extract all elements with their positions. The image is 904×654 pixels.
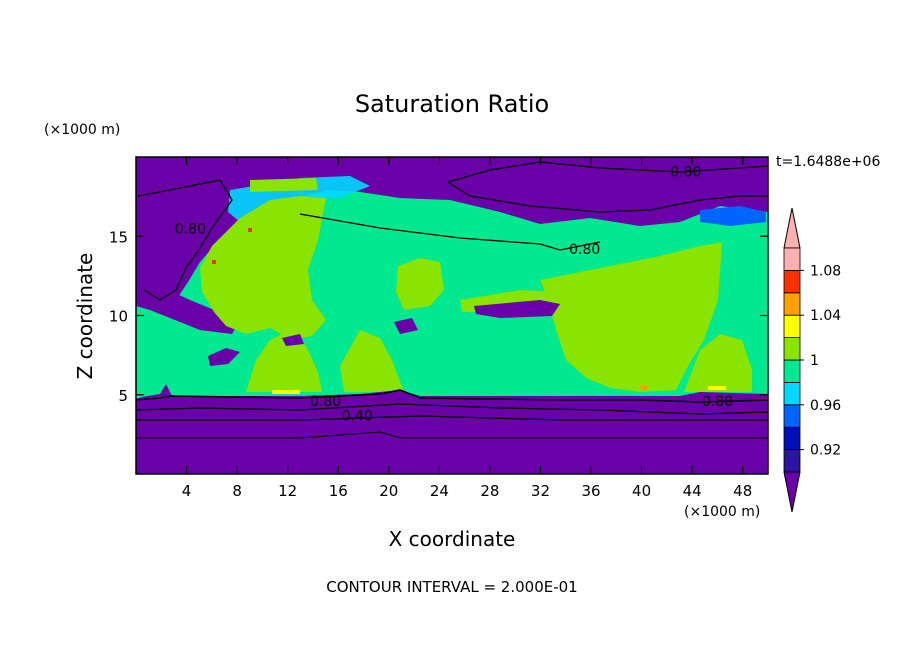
- contour-label: 0.80: [310, 394, 341, 410]
- time-label: t=1.6488e+06: [776, 154, 880, 170]
- colorbar-tick-label: 1.08: [810, 263, 841, 279]
- x-tick-label: 36: [581, 482, 600, 500]
- colorbar-swatch: [783, 381, 801, 406]
- colorbar: 0.92 0.96 1 1.04 1.08: [783, 207, 841, 513]
- contour-line-low-1: [136, 389, 768, 403]
- field-region-dry-patch-1: [474, 300, 560, 318]
- field-region-cloud-low-left: [246, 330, 322, 392]
- contour-line-upper: [447, 161, 768, 183]
- colorbar-swatch: [783, 359, 801, 383]
- contour-label: 0.80: [175, 221, 206, 237]
- x-tick-label: 8: [232, 482, 242, 500]
- contour-label: 0.40: [342, 408, 373, 424]
- field-region-cloud-right: [540, 242, 722, 392]
- colorbar-tick-label: 0.96: [810, 398, 841, 414]
- field-region-dry-bottom: [136, 384, 768, 474]
- field-region-cloud-center: [340, 330, 404, 392]
- x-tick-label: 28: [480, 482, 499, 500]
- y-unit-label: (×1000 m): [44, 122, 120, 138]
- x-tick-label: 24: [430, 482, 449, 500]
- colorbar-swatch: [783, 426, 801, 451]
- contour-labels: 0.800.800.800.800.400.80: [175, 164, 733, 424]
- field-region-dry-patch-2: [208, 348, 240, 366]
- x-unit-label: (×1000 m): [684, 504, 760, 520]
- x-tick-label: 48: [733, 482, 752, 500]
- field-region-cloud-mid: [396, 258, 444, 310]
- colorbar-swatch: [783, 247, 801, 271]
- field-region-edge-blue: [700, 206, 766, 226]
- chart-title: Saturation Ratio: [355, 90, 549, 118]
- colorbar-swatch: [783, 292, 801, 316]
- field-region-cloud-low-right: [684, 334, 752, 392]
- x-tick-label: 12: [278, 482, 297, 500]
- x-tick-label: 32: [531, 482, 550, 500]
- field-region-cloud-top: [250, 178, 318, 192]
- contour-label: 0.80: [702, 394, 733, 410]
- y-axis-label: Z coordinate: [73, 253, 97, 380]
- x-tick-label: 40: [632, 482, 651, 500]
- field-speck-orange-1: [640, 386, 648, 390]
- field-region-dry-patch-4: [394, 318, 418, 334]
- colorbar-swatch: [783, 314, 801, 339]
- plot-area: [136, 157, 768, 474]
- field-speck-red-1: [212, 260, 216, 264]
- contour-label: 0.80: [569, 242, 600, 258]
- contour-line-low-3: [136, 415, 768, 421]
- contour-line-left: [137, 179, 233, 301]
- x-axis: 4 8 12 16 20 24 28 32 36 40 44 48: [182, 157, 752, 500]
- colorbar-tick-label: 0.92: [810, 443, 841, 459]
- colorbar-tick-label: 1: [810, 353, 819, 369]
- x-tick-label: 16: [329, 482, 348, 500]
- x-tick-label: 20: [379, 482, 398, 500]
- y-axis: 5 10 15: [109, 228, 768, 405]
- contour-line-mid: [299, 213, 601, 251]
- colorbar-swatch: [783, 269, 801, 294]
- x-tick-label: 44: [683, 482, 702, 500]
- field-region-dry-left: [136, 268, 240, 334]
- field-speck-yellow-1: [272, 390, 300, 394]
- contour-interval-footer: CONTOUR INTERVAL = 2.000E-01: [326, 578, 577, 596]
- colorbar-over-triangle: [783, 207, 801, 249]
- contour-line-low-2: [136, 403, 768, 415]
- y-tick-label: 15: [109, 228, 128, 246]
- contour-line-upper-2: [447, 181, 768, 213]
- field-region-dry-patch-3: [282, 334, 304, 346]
- y-tick-label: 10: [109, 308, 128, 326]
- x-tick-label: 4: [182, 482, 192, 500]
- colorbar-swatch: [783, 449, 801, 473]
- x-axis-label: X coordinate: [389, 527, 516, 551]
- colorbar-swatch: [783, 337, 801, 361]
- field-region-cloud-main: [200, 196, 326, 340]
- contour-line-low-4: [136, 431, 768, 439]
- field-speck-yellow-2: [708, 386, 726, 390]
- colorbar-tick-label: 1.04: [810, 308, 841, 324]
- field-speck-red-2: [248, 228, 252, 232]
- colorbar-swatch: [783, 404, 801, 428]
- colorbar-under-triangle: [783, 471, 801, 513]
- contour-label: 0.80: [670, 164, 701, 180]
- y-tick-label: 5: [118, 387, 128, 405]
